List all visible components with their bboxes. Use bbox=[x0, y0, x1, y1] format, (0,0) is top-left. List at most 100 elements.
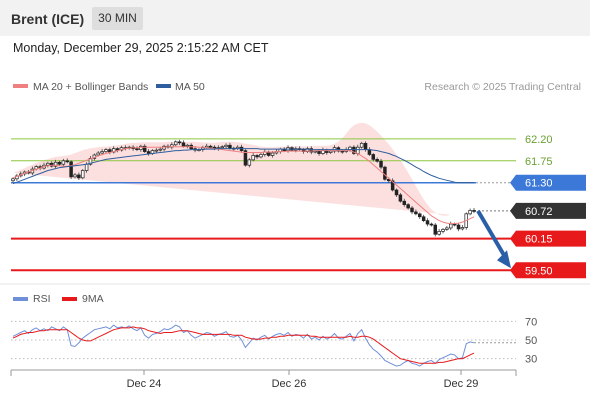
candle-body bbox=[181, 142, 186, 147]
level-61-30-label: 61.30 bbox=[525, 178, 553, 190]
level-62-20-label: 62.20 bbox=[525, 134, 553, 146]
rsi-line bbox=[12, 324, 475, 367]
bollinger-band bbox=[13, 122, 451, 216]
candle-body bbox=[96, 152, 100, 156]
candle-body bbox=[11, 178, 15, 182]
candle-body bbox=[433, 224, 438, 235]
candle-body bbox=[259, 154, 263, 158]
level-59-50-tag bbox=[510, 262, 586, 279]
level-60-72-tag bbox=[510, 202, 586, 219]
candle-body bbox=[452, 223, 457, 226]
candle-body bbox=[398, 194, 403, 202]
rsi-tick-50: 50 bbox=[525, 335, 537, 347]
candle-body bbox=[158, 148, 162, 151]
timeframe-button[interactable]: 30 MIN bbox=[92, 7, 143, 30]
candle-body bbox=[383, 166, 387, 180]
candle-body bbox=[402, 200, 407, 205]
candle-body bbox=[177, 141, 182, 144]
candle-body bbox=[108, 149, 112, 153]
bollinger-band-area bbox=[13, 122, 451, 216]
candle-body bbox=[352, 146, 356, 154]
legend-rsi-swatch bbox=[13, 297, 28, 301]
legend-ma50-swatch bbox=[156, 84, 171, 88]
candle-body bbox=[460, 227, 465, 230]
candle-body bbox=[104, 149, 108, 152]
candle-body bbox=[80, 170, 85, 179]
candle-body bbox=[243, 150, 248, 166]
candle-body bbox=[328, 150, 333, 153]
instrument-title: Brent (ICE) bbox=[11, 11, 85, 27]
candle-body bbox=[154, 149, 159, 152]
candle-body bbox=[468, 210, 472, 215]
candle-body bbox=[247, 159, 252, 166]
credit-text: Research © 2025 Trading Central bbox=[424, 81, 581, 93]
candle-body bbox=[379, 160, 383, 168]
rsi-lines bbox=[12, 324, 516, 367]
candle-body bbox=[208, 145, 213, 148]
rsi-tick-30: 30 bbox=[525, 354, 537, 366]
candle-body bbox=[429, 223, 434, 226]
legend-rsi-label: RSI bbox=[33, 293, 51, 305]
candle-body bbox=[472, 210, 476, 212]
rsi-ma-line bbox=[12, 326, 475, 364]
candle-body bbox=[421, 216, 426, 221]
candle-body bbox=[53, 161, 58, 167]
candle-body bbox=[224, 144, 228, 148]
ma20-line bbox=[12, 146, 475, 225]
candle-body bbox=[390, 180, 395, 191]
forecast-arrow bbox=[476, 209, 511, 269]
rsi-gridlines: 70 50 30 bbox=[11, 316, 537, 366]
candle-body bbox=[375, 159, 379, 162]
candle-body bbox=[139, 145, 143, 150]
legend-rsi-ma-swatch bbox=[62, 297, 77, 301]
candle-body bbox=[100, 151, 104, 154]
level-61-30-tag bbox=[510, 174, 586, 191]
price-levels bbox=[11, 138, 516, 272]
candle-body bbox=[73, 174, 77, 178]
candle-body bbox=[135, 148, 139, 150]
candle-body bbox=[84, 163, 89, 171]
candle-body bbox=[425, 220, 430, 225]
candle-body bbox=[394, 189, 399, 196]
candle-body bbox=[363, 142, 368, 150]
candle-body bbox=[367, 149, 372, 155]
timestamp: Monday, December 29, 2025 2:15:22 AM CET bbox=[13, 41, 269, 55]
level-61-75-label: 61.75 bbox=[525, 156, 553, 168]
candle-body bbox=[46, 162, 50, 166]
candle-body bbox=[340, 150, 345, 153]
candle-body bbox=[418, 213, 422, 218]
level-59-50-label: 59.50 bbox=[525, 265, 553, 277]
candle-body bbox=[69, 161, 73, 178]
top-bar: Brent (ICE) 30 MIN bbox=[0, 0, 590, 36]
level-tags: 62.20 61.75 61.30 60.72 60.15 59.50 bbox=[510, 134, 586, 279]
candle-body bbox=[173, 141, 178, 146]
forecast-arrow-head bbox=[497, 250, 511, 269]
candle-body bbox=[359, 142, 364, 148]
candle-body bbox=[185, 144, 190, 147]
candle-body bbox=[57, 161, 62, 165]
candle-body bbox=[255, 155, 259, 158]
x-axis-ticks: Dec 24 Dec 26 Dec 29 bbox=[127, 370, 478, 390]
candle-body bbox=[449, 223, 453, 229]
candle-body bbox=[410, 207, 414, 213]
legend-bb-label: MA 20 + Bollinger Bands bbox=[33, 81, 148, 93]
candle-body bbox=[406, 204, 410, 209]
x-tick-label: Dec 26 bbox=[272, 378, 307, 390]
rsi-tick-70: 70 bbox=[525, 316, 537, 328]
candle-body bbox=[445, 227, 449, 230]
forecast-arrow-shaft bbox=[476, 209, 509, 262]
ma50-line bbox=[12, 148, 474, 185]
candle-body bbox=[77, 174, 81, 179]
candle-body bbox=[437, 231, 441, 235]
candle-body bbox=[456, 224, 461, 230]
x-tick-label: Dec 24 bbox=[127, 378, 162, 390]
indicator-lines bbox=[12, 146, 475, 225]
legend-bb-swatch bbox=[13, 84, 28, 88]
legend-rsi-ma-label: 9MA bbox=[82, 293, 104, 305]
candle-body bbox=[371, 154, 376, 160]
candle-body bbox=[251, 155, 255, 161]
candle-body bbox=[65, 160, 69, 163]
candle-body bbox=[61, 160, 66, 165]
candle-body bbox=[441, 229, 445, 232]
